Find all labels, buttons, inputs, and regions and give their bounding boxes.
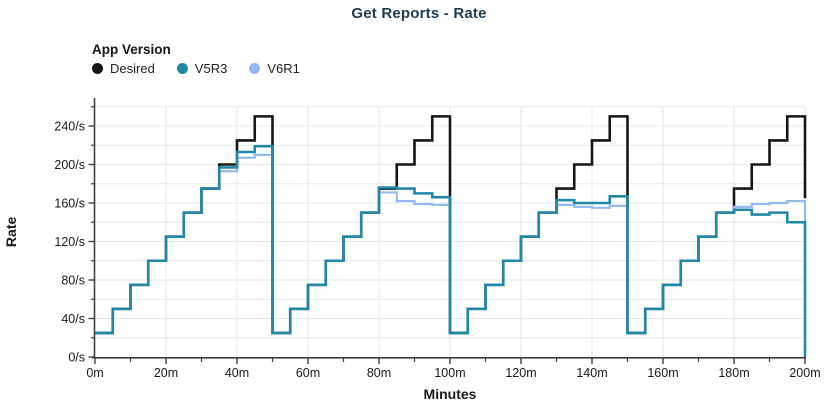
legend-item-v6r1: V6R1 (249, 61, 300, 76)
legend-item-desired: Desired (92, 61, 155, 76)
y-tick-label: 120/s (54, 235, 85, 249)
legend-label-v5r3: V5R3 (194, 61, 228, 76)
y-tick-label: 240/s (54, 120, 85, 134)
x-tick-label: 160m (647, 366, 678, 380)
legend-label-desired: Desired (110, 61, 155, 76)
x-tick-label: 40m (225, 366, 249, 380)
x-tick-label: 100m (434, 366, 465, 380)
legend-label-v6r1: V6R1 (267, 61, 300, 76)
step-chart-svg: 0/s 40/s 80/s 120/s 160/s 200/s 240/s 0m 20m 40m 6… (3, 98, 821, 402)
x-tick-label: 0m (86, 366, 103, 380)
legend-swatch-v6r1-icon (249, 63, 261, 74)
legend-item-v5r3: V5R3 (176, 61, 228, 76)
x-tick-label: 20m (154, 366, 178, 380)
y-tick-label: 160/s (54, 197, 85, 211)
y-tick-label: 80/s (61, 274, 85, 288)
y-tick-label: 200/s (54, 158, 85, 172)
y-tick-label: 40/s (61, 312, 85, 326)
x-tick-label: 140m (576, 366, 607, 380)
x-tick-label: 80m (367, 366, 391, 380)
x-tick-label: 120m (505, 366, 536, 380)
legend-title: App Version (92, 42, 171, 57)
y-tick-label: 0/s (68, 351, 85, 365)
x-tick-label: 200m (789, 366, 820, 380)
y-axis-title: Rate (3, 216, 19, 247)
x-tick-label: 60m (296, 366, 320, 380)
x-axis-title: Minutes (424, 386, 477, 402)
chart-title: Get Reports - Rate (351, 5, 487, 22)
legend-swatch-v5r3-icon (176, 63, 188, 74)
legend-swatch-desired-icon (92, 63, 103, 74)
x-tick-label: 180m (718, 366, 749, 380)
legend-items: Desired V5R3 V6R1 (92, 61, 300, 76)
legend: App Version Desired V5R3 V6R1 (92, 42, 300, 76)
series-v5r3 (95, 144, 807, 357)
